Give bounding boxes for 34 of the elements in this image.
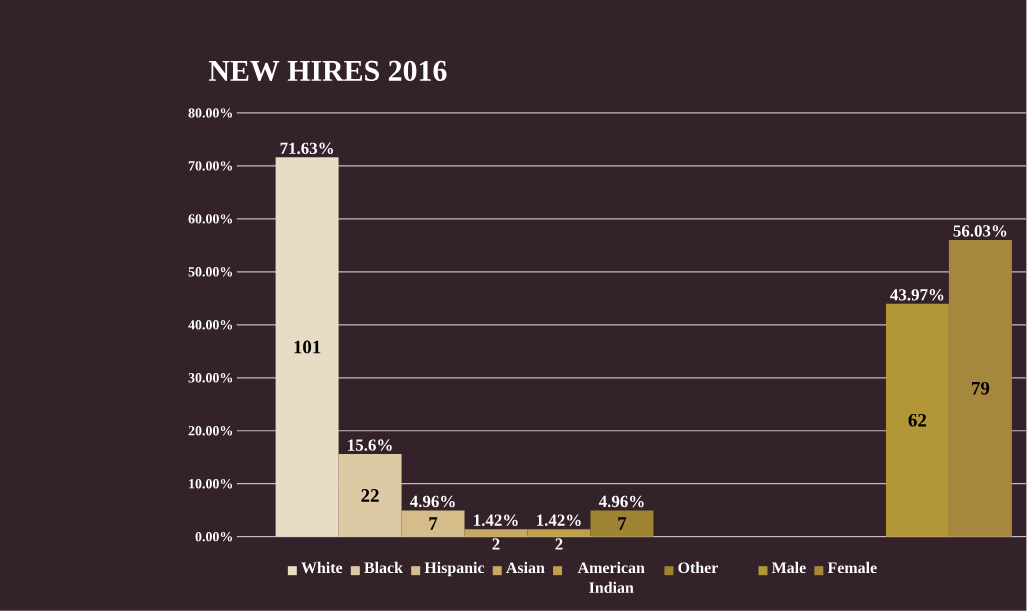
data-label: 15.6%: [348, 439, 392, 452]
y-tick-label: 60.00%: [188, 214, 233, 224]
legend-label: American Indian: [577, 562, 645, 594]
annotation: 7: [429, 517, 438, 530]
legend-label: Female: [827, 562, 877, 574]
data-label: 1.42%: [474, 514, 518, 527]
y-tick-label: 10.00%: [189, 479, 233, 489]
legend-label: Male: [771, 562, 806, 574]
legend-label: Hispanic: [424, 562, 485, 577]
y-tick-label: 70.00%: [188, 161, 233, 171]
text: 2: [555, 538, 563, 550]
annotation: 62: [908, 414, 927, 427]
data-label: 71.63%: [280, 142, 334, 155]
y-tick-label: 40.00%: [188, 320, 233, 330]
legend-label: Other: [678, 562, 718, 574]
chart-title: NEW HIRES 2016: [208, 60, 447, 82]
y-tick-label: 0.00%: [195, 532, 233, 542]
y-tick-label: 80.00%: [188, 108, 233, 118]
y-tick-label: 50.00%: [188, 267, 233, 277]
text: 2: [492, 538, 500, 550]
annotation: 22: [361, 489, 379, 502]
legend-label: Asian: [506, 562, 545, 574]
data-label: 1.42%: [537, 514, 581, 527]
annotation: 101: [294, 340, 321, 354]
data-label: 4.96%: [598, 495, 644, 508]
data-label: 43.97%: [890, 289, 944, 301]
annotation: 79: [972, 382, 990, 395]
y-tick-label: 30.00%: [188, 373, 233, 383]
y-tick-label: 20.00%: [188, 426, 233, 436]
data-label: 56.03%: [953, 225, 1007, 237]
legend-label: White: [301, 562, 343, 574]
data-label: 4.96%: [410, 495, 455, 508]
legend-label: Black: [364, 562, 403, 574]
annotation: 7: [618, 517, 627, 530]
